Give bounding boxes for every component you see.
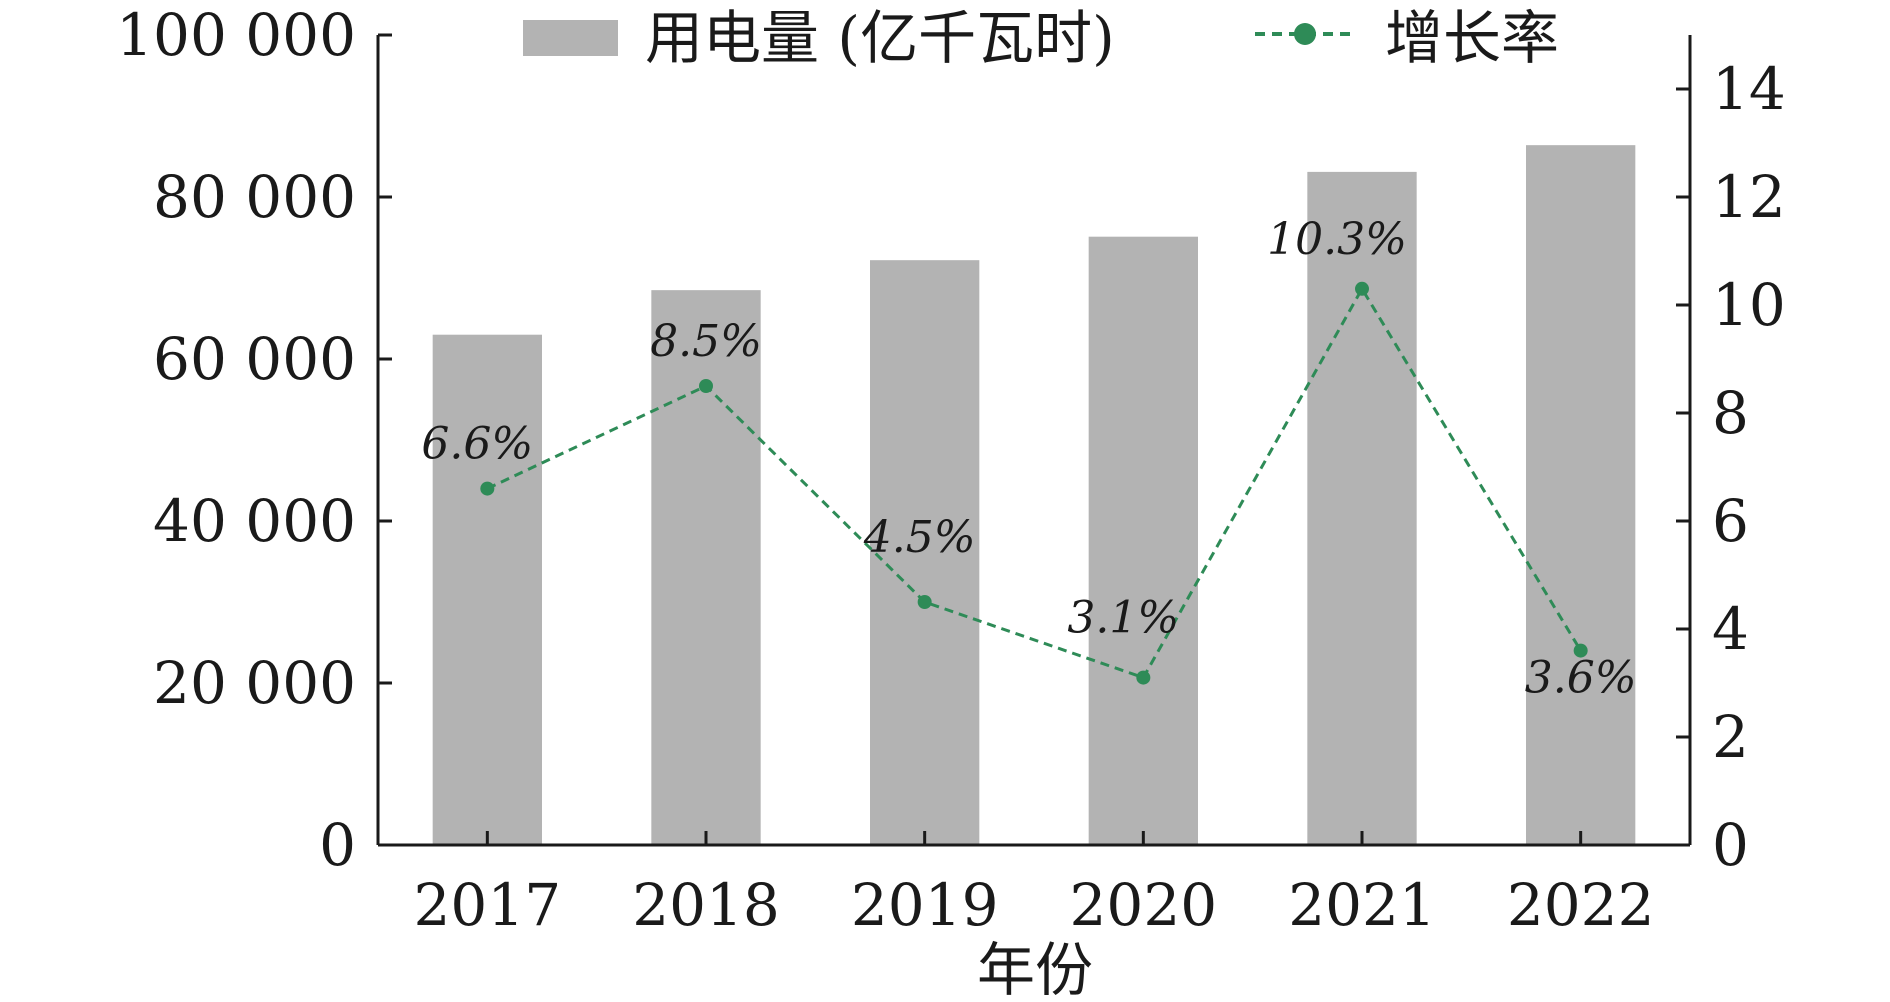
legend-line-label: 增长率 bbox=[1385, 4, 1559, 72]
right-y-ticks: 0 2 4 6 8 10 12 14 bbox=[1676, 55, 1786, 879]
right-tick-label: 10 bbox=[1712, 271, 1786, 339]
x-tick-label: 2020 bbox=[1070, 871, 1218, 939]
x-ticks: 2017 2018 2019 2020 2021 2022 bbox=[414, 831, 1655, 939]
bar-2022 bbox=[1526, 145, 1636, 845]
growth-point-2018 bbox=[699, 379, 713, 393]
data-label-2021: 10.3% bbox=[1267, 214, 1407, 265]
right-tick-label: 6 bbox=[1712, 487, 1749, 555]
growth-rate-line bbox=[486, 285, 1582, 680]
data-label-2017: 6.6% bbox=[421, 419, 533, 470]
left-tick-label: 0 bbox=[319, 811, 356, 879]
x-tick-label: 2018 bbox=[632, 871, 780, 939]
x-tick-label: 2019 bbox=[851, 871, 999, 939]
left-tick-label: 60 000 bbox=[153, 325, 356, 393]
data-label-2020: 3.1% bbox=[1067, 593, 1179, 644]
right-tick-label: 4 bbox=[1712, 595, 1749, 663]
data-labels-layer: 6.6% 8.5% 4.5% 3.1% 10.3% 3.6% bbox=[421, 214, 1636, 704]
bar-2018 bbox=[651, 290, 761, 845]
right-tick-label: 0 bbox=[1712, 811, 1749, 879]
left-tick-label: 20 000 bbox=[153, 649, 356, 717]
bar-2020 bbox=[1088, 236, 1198, 845]
legend-bar-swatch bbox=[523, 20, 618, 56]
right-tick-label: 12 bbox=[1712, 163, 1786, 231]
bar-2019 bbox=[870, 260, 980, 845]
left-tick-label: 80 000 bbox=[153, 163, 356, 231]
bar-2017 bbox=[432, 334, 542, 845]
left-tick-label: 40 000 bbox=[153, 487, 356, 555]
growth-point-2020 bbox=[1136, 670, 1151, 685]
growth-line-layer bbox=[480, 281, 1588, 685]
axes-layer bbox=[376, 35, 1692, 847]
x-tick-label: 2017 bbox=[414, 871, 562, 939]
growth-point-2022 bbox=[1573, 643, 1588, 658]
right-tick-label: 14 bbox=[1712, 55, 1786, 123]
right-tick-label: 8 bbox=[1712, 379, 1749, 447]
bar-2021 bbox=[1307, 171, 1417, 845]
right-tick-label: 2 bbox=[1712, 703, 1749, 771]
data-label-2018: 8.5% bbox=[650, 316, 762, 367]
left-y-ticks: 0 20 000 40 000 60 000 80 000 100 000 bbox=[116, 1, 392, 879]
growth-point-2017 bbox=[480, 481, 495, 496]
growth-point-2021 bbox=[1355, 281, 1369, 296]
data-label-2019: 4.5% bbox=[863, 512, 976, 563]
x-tick-label: 2021 bbox=[1288, 871, 1436, 939]
legend-bar-label: 用电量 (亿千瓦时) bbox=[645, 4, 1115, 72]
x-tick-label: 2022 bbox=[1507, 871, 1655, 939]
left-tick-label: 100 000 bbox=[116, 1, 356, 69]
legend-line-marker bbox=[1294, 23, 1316, 45]
legend: 用电量 (亿千瓦时) 增长率 bbox=[523, 4, 1559, 72]
bars-layer bbox=[432, 145, 1636, 845]
x-axis-title: 年份 bbox=[977, 936, 1093, 1002]
growth-point-2019 bbox=[917, 595, 932, 609]
data-label-2022: 3.6% bbox=[1525, 653, 1637, 704]
